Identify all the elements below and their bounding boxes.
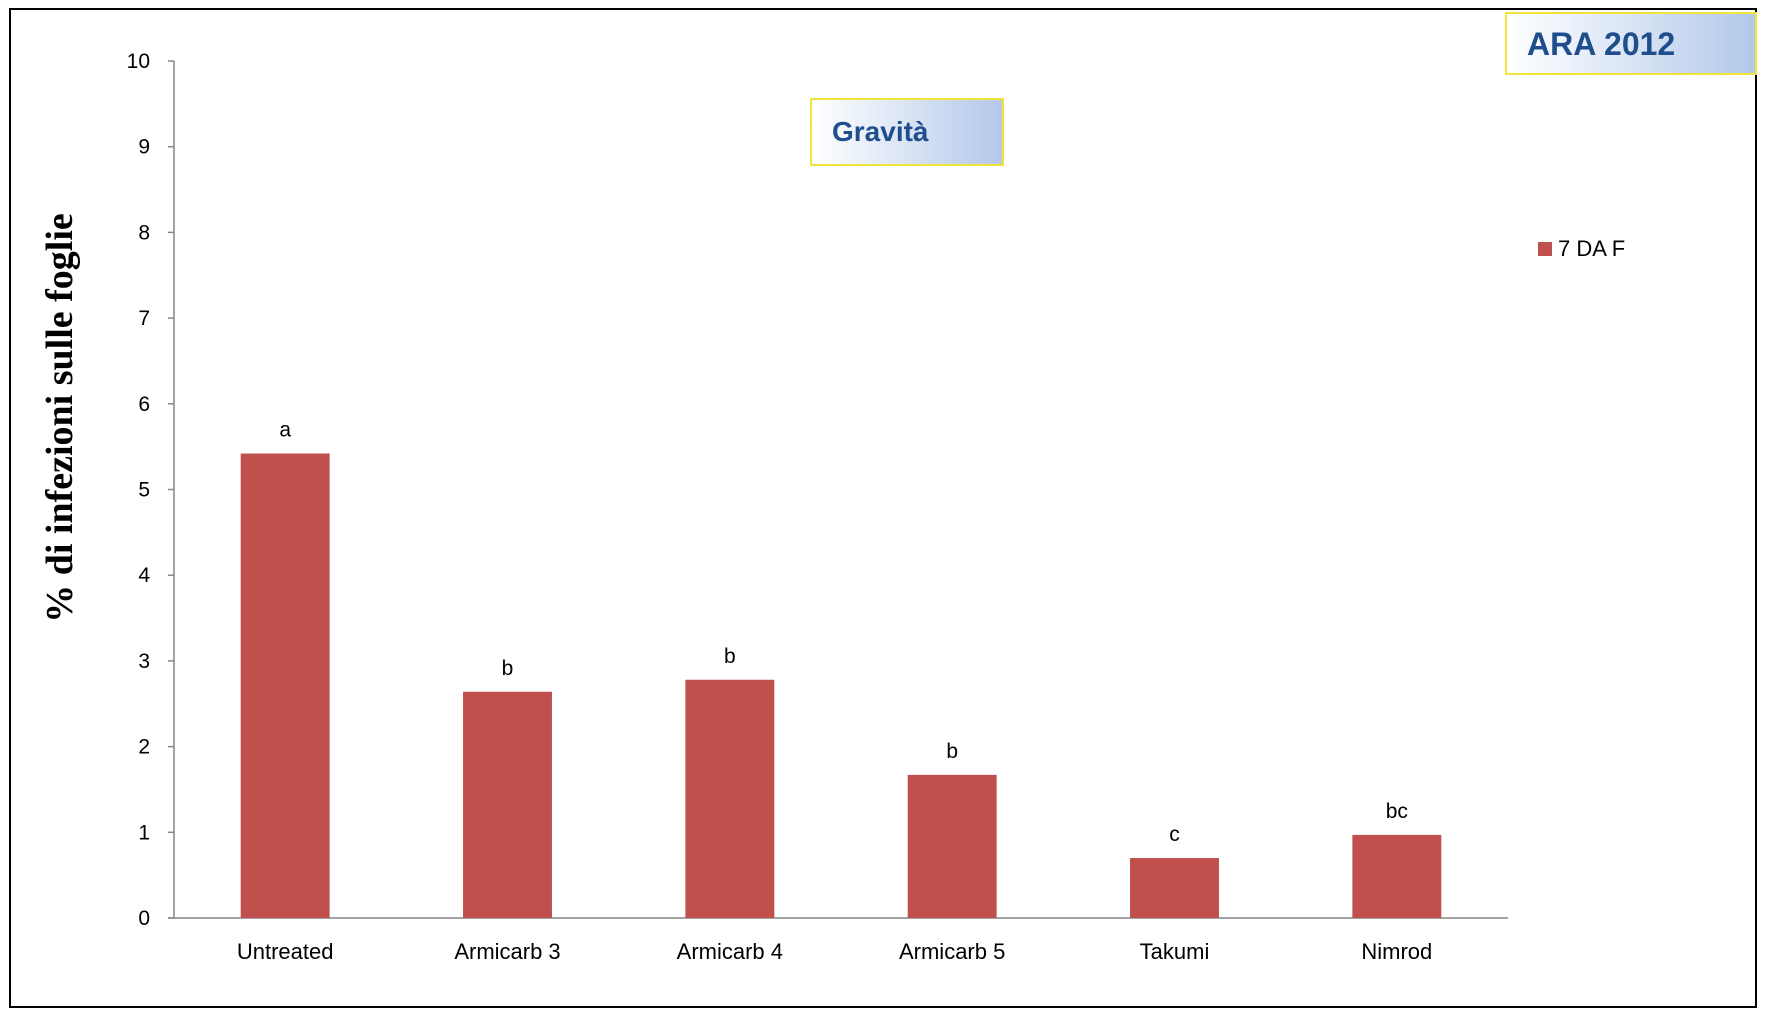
legend-label: 7 DA F xyxy=(1558,236,1626,261)
bar-data-label: bc xyxy=(1386,800,1408,823)
bar-data-label: a xyxy=(279,419,291,442)
y-tick-label: 9 xyxy=(138,136,150,159)
y-tick-label: 10 xyxy=(127,50,150,73)
x-tick-label: Untreated xyxy=(237,939,334,964)
bar-data-label: b xyxy=(724,645,736,668)
y-tick-label: 4 xyxy=(138,564,150,587)
x-tick-label: Takumi xyxy=(1140,939,1210,964)
bar xyxy=(685,679,775,918)
legend: 7 DA F xyxy=(1538,236,1625,262)
bar xyxy=(1352,834,1442,918)
chart-inner-title: Gravità xyxy=(810,98,1004,166)
y-tick-label: 6 xyxy=(138,393,150,416)
year-tag: ARA 2012 xyxy=(1505,12,1757,75)
y-tick-label: 7 xyxy=(138,307,150,330)
bar xyxy=(463,691,552,918)
y-tick-label: 8 xyxy=(138,221,150,244)
bar-data-label: c xyxy=(1169,823,1180,846)
bar xyxy=(1130,858,1219,918)
x-tick-label: Nimrod xyxy=(1361,939,1432,964)
bar xyxy=(240,453,330,918)
y-axis-title: % di infezioni sulle foglie xyxy=(39,213,81,623)
x-tick-label: Armicarb 4 xyxy=(677,939,783,964)
y-tick-label: 1 xyxy=(138,821,150,844)
legend-swatch xyxy=(1538,242,1552,256)
y-tick-label: 5 xyxy=(138,479,150,502)
bar-data-label: b xyxy=(502,657,514,680)
x-tick-label: Armicarb 3 xyxy=(454,939,560,964)
y-tick-label: 2 xyxy=(138,736,150,759)
bar-data-label: b xyxy=(946,740,958,763)
y-tick-label: 0 xyxy=(138,907,150,930)
x-tick-label: Armicarb 5 xyxy=(899,939,1005,964)
y-tick-label: 3 xyxy=(138,650,150,673)
bar xyxy=(907,774,997,918)
